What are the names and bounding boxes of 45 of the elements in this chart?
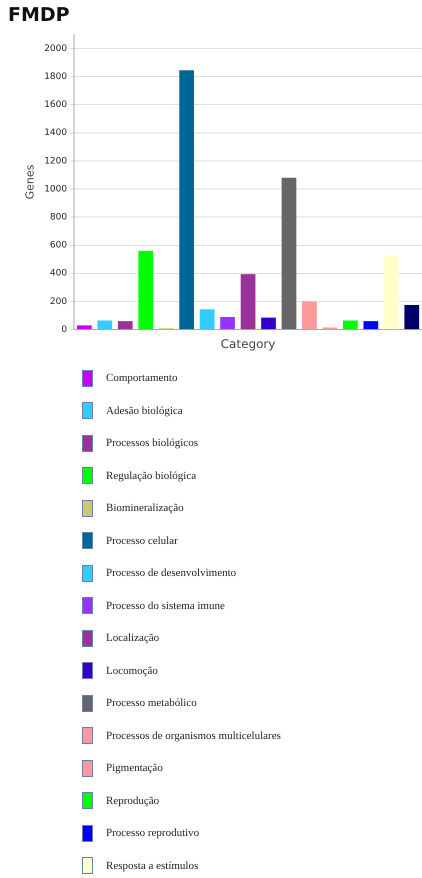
legend-label: Processo metabólico: [106, 697, 197, 710]
bar: [282, 178, 296, 330]
bar: [384, 256, 399, 330]
legend-label: Pigmentação: [106, 762, 163, 774]
bar: [97, 320, 112, 330]
bar: [118, 321, 133, 330]
legend-label: Adesão biológica: [106, 404, 183, 417]
legend-label: Processo de desenvolvimento: [106, 567, 236, 580]
legend-label: Regulação biológica: [106, 470, 196, 482]
legend-label: Biomineralização: [106, 502, 184, 514]
x-axis-title: Category: [220, 336, 276, 351]
legend-label: Processos biológicos: [106, 437, 198, 450]
bar: [404, 305, 420, 330]
bar: [179, 70, 194, 330]
legend-label: Comportamento: [106, 372, 178, 384]
legend-label: Localização: [106, 632, 160, 644]
chart-title: FMDP: [8, 4, 70, 26]
bar: [76, 325, 92, 330]
bar: [138, 250, 154, 330]
legend-label: Locomoção: [106, 664, 158, 677]
legend-label: Resposta a estímulos: [106, 860, 198, 872]
y-axis-title: Genes: [23, 164, 36, 200]
y-tick-label: 1400: [44, 128, 68, 138]
y-tick-label: 1200: [44, 156, 68, 166]
bar: [200, 309, 214, 330]
y-tick-label: 200: [50, 296, 68, 307]
bar: [261, 318, 276, 330]
bar: [240, 274, 256, 330]
bar: [363, 321, 378, 330]
y-tick-label: 1600: [44, 100, 68, 110]
legend-label: Processo do sistema imune: [106, 600, 225, 612]
y-tick-label: 1000: [44, 184, 68, 194]
bar: [220, 316, 235, 330]
legend-label: Processo celular: [106, 534, 178, 547]
y-tick-label: 0: [61, 324, 68, 335]
legend-label: Processos de organismos multicelulares: [106, 730, 281, 742]
legend-label: Reprodução: [106, 794, 160, 807]
y-tick-label: 400: [50, 268, 68, 279]
bar: [302, 301, 317, 330]
y-tick-label: 2000: [44, 44, 68, 54]
y-tick-label: 600: [50, 240, 68, 251]
legend-label: Processo reprodutivo: [106, 827, 200, 840]
y-tick-label: 1800: [44, 72, 68, 82]
y-tick-label: 800: [50, 212, 68, 222]
bar: [343, 320, 358, 330]
